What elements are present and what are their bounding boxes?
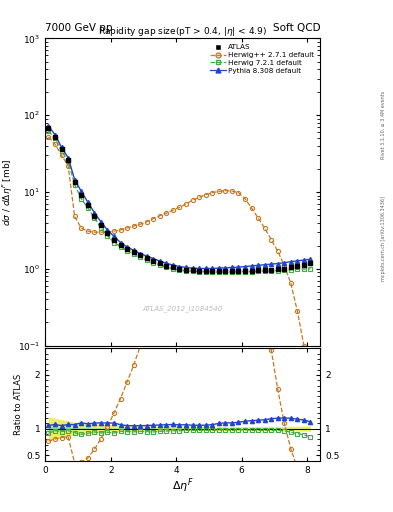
Text: Soft QCD: Soft QCD [273,23,320,33]
Text: ATLAS_2012_I1084540: ATLAS_2012_I1084540 [143,305,223,312]
Y-axis label: Ratio to ATLAS: Ratio to ATLAS [14,374,23,435]
Text: mcplots.cern.ch [arXiv:1306.3436]: mcplots.cern.ch [arXiv:1306.3436] [381,196,386,281]
Legend: ATLAS, Herwig++ 2.7.1 default, Herwig 7.2.1 default, Pythia 8.308 default: ATLAS, Herwig++ 2.7.1 default, Herwig 7.… [208,42,317,76]
X-axis label: $\Delta\eta^F$: $\Delta\eta^F$ [172,476,194,495]
Title: Rapidity gap size(pT > 0.4, $|\eta|$ < 4.9): Rapidity gap size(pT > 0.4, $|\eta|$ < 4… [98,25,267,38]
Y-axis label: $d\sigma$ / $d\Delta\eta^F$ [mb]: $d\sigma$ / $d\Delta\eta^F$ [mb] [1,158,15,226]
Text: Rivet 3.1.10, ≥ 3.4M events: Rivet 3.1.10, ≥ 3.4M events [381,90,386,159]
Text: 7000 GeV pp: 7000 GeV pp [45,23,113,33]
